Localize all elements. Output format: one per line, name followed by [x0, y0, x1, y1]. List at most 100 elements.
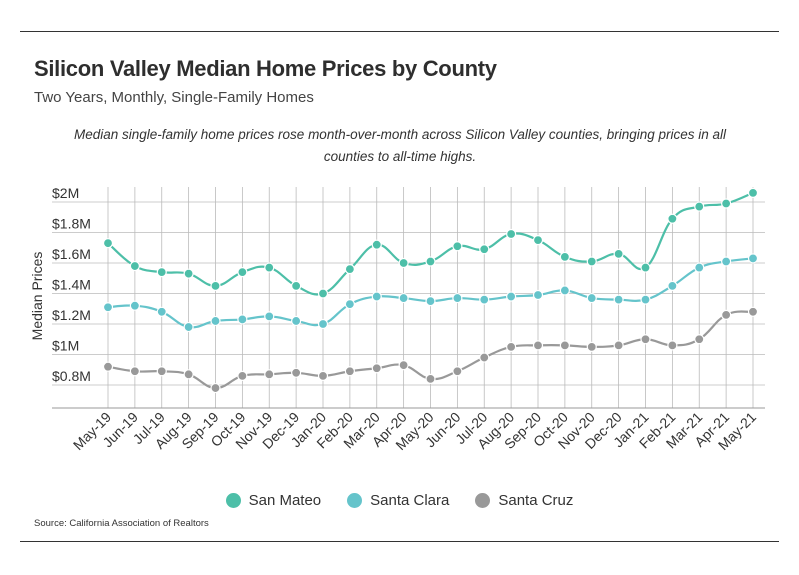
data-point-san-mateo — [291, 280, 302, 291]
top-rule — [20, 31, 779, 32]
data-point-santa-clara — [371, 291, 382, 302]
y-tick-label: $0.8M — [52, 368, 91, 384]
data-point-santa-cruz — [479, 352, 490, 363]
data-point-santa-cruz — [667, 340, 678, 351]
data-point-santa-cruz — [371, 363, 382, 374]
data-point-santa-cruz — [452, 366, 463, 377]
data-point-santa-cruz — [506, 341, 517, 352]
data-point-santa-cruz — [747, 306, 759, 317]
data-point-san-mateo — [452, 241, 463, 252]
y-tick-label: $1M — [52, 338, 79, 354]
data-point-santa-cruz — [210, 382, 221, 394]
legend-item-santa-clara: Santa Clara — [347, 492, 449, 509]
data-point-santa-clara — [667, 280, 678, 291]
data-point-santa-cruz — [129, 366, 140, 377]
legend-swatch — [225, 493, 241, 508]
data-point-santa-clara — [264, 311, 275, 322]
y-tick-label: $1.6M — [52, 246, 91, 262]
data-point-santa-cruz — [425, 373, 436, 384]
data-point-santa-clara — [156, 306, 167, 317]
data-point-san-mateo — [425, 256, 436, 267]
data-point-san-mateo — [479, 244, 490, 255]
data-points — [102, 187, 759, 394]
y-tick-label: $1.4M — [52, 277, 91, 293]
legend-label: Santa Cruz — [498, 492, 574, 509]
data-point-santa-cruz — [613, 340, 624, 351]
chart-annotation: Median single-family home prices rose mo… — [73, 127, 727, 164]
data-point-santa-cruz — [102, 361, 114, 372]
data-point-san-mateo — [721, 198, 732, 209]
data-point-santa-cruz — [317, 370, 329, 381]
data-point-santa-clara — [506, 291, 517, 302]
data-point-santa-cruz — [398, 360, 409, 371]
data-point-santa-clara — [721, 256, 732, 267]
data-point-san-mateo — [586, 256, 597, 267]
legend: San Mateo Santa Clara Santa Cruz — [0, 492, 799, 509]
data-point-santa-clara — [559, 285, 570, 296]
data-point-santa-clara — [613, 294, 624, 305]
legend-label: San Mateo — [248, 492, 322, 509]
y-axis: $0.8M $1M $1.2M $1.4M $1.6M $1.8M $2M — [52, 185, 91, 384]
data-point-san-mateo — [317, 288, 329, 299]
data-point-san-mateo — [264, 262, 275, 273]
chart-subtitle: Two Years, Monthly, Single-Family Homes — [34, 89, 314, 106]
legend-item-santa-cruz: Santa Cruz — [475, 492, 573, 509]
data-point-santa-cruz — [640, 334, 651, 345]
data-point-san-mateo — [613, 248, 624, 259]
x-axis: May-19Jun-19Jul-19Aug-19Sep-19Oct-19Nov-… — [70, 409, 759, 453]
y-axis-label: Median Prices — [29, 252, 45, 341]
data-point-santa-cruz — [694, 334, 705, 345]
data-point-santa-clara — [640, 294, 651, 305]
data-point-santa-clara — [398, 292, 409, 304]
y-tick-label: $1.2M — [52, 307, 91, 323]
data-point-santa-clara — [291, 315, 302, 327]
data-point-santa-clara — [237, 314, 248, 325]
y-tick-label: $2M — [52, 185, 79, 201]
data-point-santa-clara — [317, 318, 329, 330]
data-point-santa-clara — [747, 253, 759, 264]
data-point-santa-cruz — [721, 309, 732, 320]
data-point-san-mateo — [210, 280, 221, 291]
legend-swatch — [475, 493, 491, 508]
data-point-san-mateo — [129, 260, 140, 272]
data-point-san-mateo — [559, 251, 570, 262]
data-point-santa-clara — [586, 292, 597, 304]
data-point-santa-cruz — [264, 369, 275, 380]
data-point-santa-clara — [183, 321, 194, 333]
legend-item-san-mateo: San Mateo — [225, 492, 322, 509]
chart-title: Silicon Valley Median Home Prices by Cou… — [34, 56, 497, 81]
data-point-san-mateo — [183, 268, 194, 279]
source-note: Source: California Association of Realto… — [34, 518, 209, 529]
data-point-santa-clara — [344, 299, 355, 310]
data-point-santa-clara — [532, 289, 544, 301]
data-point-santa-clara — [425, 296, 436, 307]
data-point-santa-cruz — [237, 370, 248, 381]
data-point-santa-clara — [479, 294, 490, 305]
data-point-santa-clara — [694, 262, 705, 273]
legend-swatch — [347, 493, 363, 508]
data-point-santa-clara — [129, 300, 140, 311]
data-point-san-mateo — [532, 235, 544, 246]
data-point-san-mateo — [237, 267, 248, 278]
legend-label: Santa Clara — [370, 492, 450, 509]
data-point-san-mateo — [747, 187, 759, 198]
data-point-san-mateo — [102, 238, 114, 249]
data-point-san-mateo — [506, 228, 517, 240]
bottom-rule — [20, 541, 779, 542]
data-point-santa-cruz — [559, 340, 570, 351]
data-point-san-mateo — [667, 213, 678, 224]
data-point-santa-cruz — [156, 366, 167, 377]
data-point-santa-cruz — [344, 366, 355, 377]
data-point-san-mateo — [156, 267, 167, 278]
data-point-santa-cruz — [586, 341, 597, 352]
data-point-santa-cruz — [291, 367, 302, 378]
data-point-san-mateo — [640, 262, 651, 273]
data-point-santa-clara — [452, 292, 463, 304]
data-point-santa-cruz — [532, 340, 544, 351]
data-point-san-mateo — [371, 239, 382, 250]
data-point-santa-clara — [210, 315, 221, 327]
data-point-san-mateo — [694, 201, 705, 212]
data-point-san-mateo — [398, 257, 409, 269]
data-point-san-mateo — [344, 264, 355, 275]
